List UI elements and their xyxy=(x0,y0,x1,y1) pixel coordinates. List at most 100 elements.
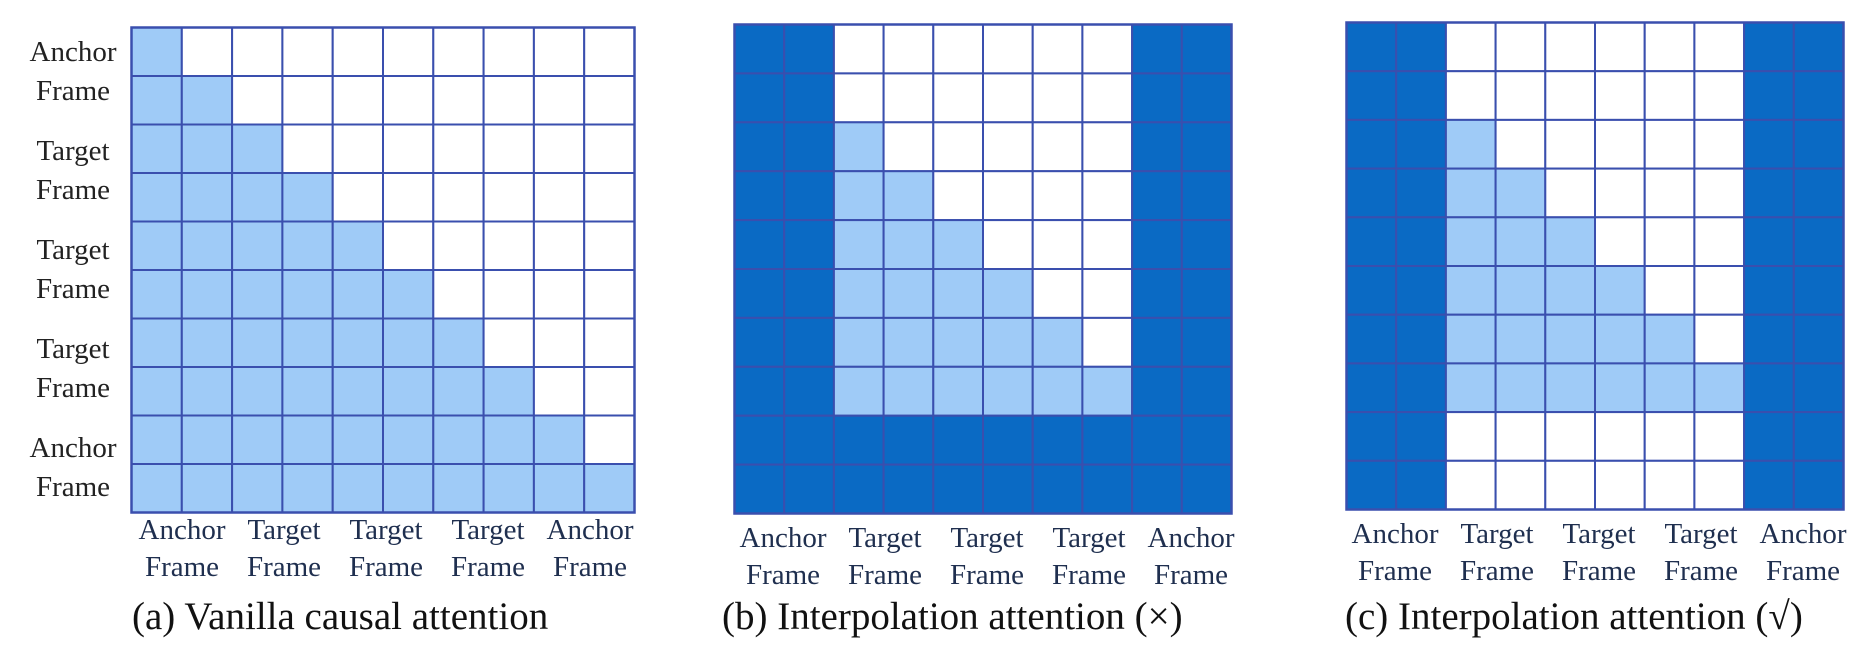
mask-cell-blank xyxy=(882,72,935,124)
mask-cell-light xyxy=(932,365,985,417)
mask-cell-blank xyxy=(1594,459,1646,511)
mask-cell-blank xyxy=(1594,167,1646,219)
mask-cell-blank xyxy=(1444,459,1497,511)
mask-cell-blank xyxy=(532,75,586,126)
mask-cell-blank xyxy=(482,123,535,174)
mask-cell-blank xyxy=(1031,72,1084,124)
mask-cell-light xyxy=(231,463,284,514)
mask-cell-dark xyxy=(733,219,786,271)
mask-cell-blank xyxy=(532,172,586,223)
mask-cell-light xyxy=(180,172,234,223)
mask-cell-light xyxy=(281,414,334,465)
mask-cell-blank xyxy=(1031,170,1084,222)
mask-cell-dark xyxy=(832,414,885,466)
mask-cell-light xyxy=(1494,362,1547,414)
mask-cell-blank xyxy=(1643,21,1696,73)
mask-cell-blank xyxy=(982,170,1034,222)
mask-cell-blank xyxy=(1643,411,1696,462)
col-label-line2: Frame xyxy=(246,551,322,583)
mask-cell-light xyxy=(231,123,284,174)
mask-cell-blank xyxy=(1494,118,1547,170)
mask-cell-light xyxy=(382,269,435,320)
mask-cell-light xyxy=(832,121,885,173)
mask-cell-dark xyxy=(1743,118,1795,170)
mask-cell-light xyxy=(1643,313,1696,365)
mask-cell-dark xyxy=(1345,118,1398,170)
mask-cell-light xyxy=(1594,313,1646,365)
mask-cell-blank xyxy=(432,220,485,271)
mask-cell-light xyxy=(1494,216,1547,268)
mask-cell-light xyxy=(1494,167,1547,219)
mask-cell-light xyxy=(331,366,384,417)
mask-cell-blank xyxy=(583,172,636,223)
mask-cell-light xyxy=(832,170,885,222)
mask-cell-light xyxy=(281,220,334,271)
mask-cell-dark xyxy=(982,414,1034,466)
mask-cell-light xyxy=(1444,265,1497,316)
mask-cell-blank xyxy=(1594,411,1646,462)
col-label-2: Target Frame xyxy=(229,516,339,582)
mask-cell-light xyxy=(180,317,234,368)
mask-cell-blank xyxy=(583,26,636,77)
mask-cell-dark xyxy=(1131,414,1183,466)
mask-cell-blank xyxy=(1081,268,1134,319)
mask-cell-light xyxy=(882,268,935,319)
mask-cell-light xyxy=(331,414,384,465)
mask-cell-dark xyxy=(882,414,935,466)
mask-cell-dark xyxy=(1743,362,1795,414)
mask-cell-light xyxy=(1444,313,1497,365)
mask-cell-dark xyxy=(1131,72,1183,124)
mask-cell-dark xyxy=(1081,463,1134,515)
mask-cell-light xyxy=(231,366,284,417)
mask-cell-dark xyxy=(832,463,885,515)
row-label-line2: Frame xyxy=(35,471,111,503)
mask-cell-dark xyxy=(1792,362,1845,414)
mask-cell-blank xyxy=(1544,21,1597,73)
mask-cell-dark xyxy=(1180,170,1233,222)
caption-b: (b) Interpolation attention (×) xyxy=(722,595,1183,638)
mask-cell-dark xyxy=(1792,167,1845,219)
mask-cell-blank xyxy=(1643,70,1696,121)
mask-cell-blank xyxy=(982,72,1034,124)
mask-cell-dark xyxy=(1395,459,1447,511)
col-label-line1: Target xyxy=(1664,518,1738,550)
mask-cell-light xyxy=(231,269,284,320)
mask-cell-light xyxy=(130,123,183,174)
mask-cell-light xyxy=(331,463,384,514)
mask-cell-light xyxy=(281,172,334,223)
mask-cell-light xyxy=(982,365,1034,417)
mask-cell-dark xyxy=(932,414,985,466)
mask-cell-blank xyxy=(1031,121,1084,173)
mask-cell-blank xyxy=(1444,411,1497,462)
grid-border xyxy=(733,23,1233,515)
row-label-line1: Target xyxy=(36,135,110,167)
mask-cell-blank xyxy=(1031,23,1084,75)
mask-cell-dark xyxy=(1180,72,1233,124)
mask-cell-dark xyxy=(733,316,786,368)
mask-cell-light xyxy=(331,317,384,368)
mask-cell-blank xyxy=(1643,118,1696,170)
mask-cell-blank xyxy=(832,72,885,124)
mask-cell-light xyxy=(281,366,334,417)
mask-cell-dark xyxy=(733,23,786,75)
mask-cell-dark xyxy=(733,268,786,319)
mask-cell-light xyxy=(432,414,485,465)
mask-cell-blank xyxy=(482,220,535,271)
mask-cell-blank xyxy=(1444,21,1497,73)
col-label-line2: Frame xyxy=(1051,559,1127,591)
col-label-line2: Frame xyxy=(745,559,821,591)
mask-cell-dark xyxy=(733,170,786,222)
mask-cell-light xyxy=(1693,362,1746,414)
mask-cell-dark xyxy=(1792,118,1845,170)
mask-cell-blank xyxy=(1693,70,1746,121)
col-label-line2: Frame xyxy=(949,559,1025,591)
col-label-5: Anchor Frame xyxy=(535,516,645,582)
col-label-line2: Frame xyxy=(1765,555,1841,587)
mask-cell-blank xyxy=(1544,70,1597,121)
col-label-line2: Frame xyxy=(450,551,526,583)
col-label-line2: Frame xyxy=(847,559,923,591)
mask-cell-dark xyxy=(1743,459,1795,511)
mask-cell-blank xyxy=(532,317,586,368)
mask-cell-light xyxy=(180,75,234,126)
